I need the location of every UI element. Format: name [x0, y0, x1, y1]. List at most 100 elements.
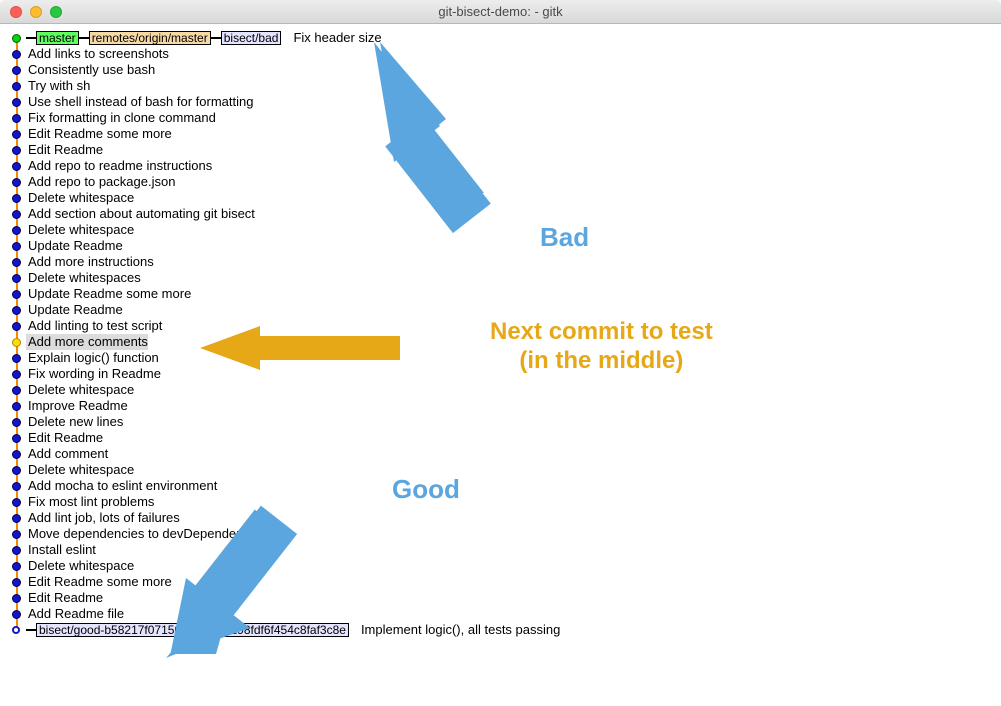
ref-master[interactable]: master — [36, 31, 79, 45]
commit-dot — [12, 418, 21, 427]
minimize-icon[interactable] — [30, 6, 42, 18]
commit-row[interactable]: Fix most lint problems — [0, 494, 1001, 510]
commit-dot — [12, 578, 21, 587]
annotation-bad: Bad — [540, 222, 589, 253]
commit-dot — [12, 226, 21, 235]
commit-dot — [12, 210, 21, 219]
commit-msg: Add more comments — [26, 334, 148, 350]
commit-msg: Add links to screenshots — [26, 46, 169, 62]
commit-msg: Add repo to readme instructions — [26, 158, 212, 174]
commit-msg: Add linting to test script — [26, 318, 162, 334]
commit-msg: Consistently use bash — [26, 62, 155, 78]
commit-msg: Edit Readme — [26, 142, 103, 158]
commit-dot — [12, 450, 21, 459]
traffic-lights — [0, 6, 62, 18]
zoom-icon[interactable] — [50, 6, 62, 18]
commit-msg: Delete whitespace — [26, 382, 134, 398]
commit-msg: Edit Readme some more — [26, 574, 172, 590]
annotation-good: Good — [392, 474, 460, 505]
commit-msg: Explain logic() function — [26, 350, 159, 366]
commit-dot — [12, 466, 21, 475]
arrow-mid-icon — [200, 326, 410, 380]
commit-msg: Update Readme — [26, 302, 123, 318]
commit-row[interactable]: Delete whitespace — [0, 462, 1001, 478]
commit-row[interactable]: Update Readme — [0, 302, 1001, 318]
commit-msg: Try with sh — [26, 78, 90, 94]
ref-remote-master[interactable]: remotes/origin/master — [89, 31, 211, 45]
commit-row[interactable]: Edit Readme some more — [0, 574, 1001, 590]
commit-dot — [12, 386, 21, 395]
commit-msg: Add lint job, lots of failures — [26, 510, 180, 526]
commit-row[interactable]: Edit Readme — [0, 430, 1001, 446]
commit-msg: Use shell instead of bash for formatting — [26, 94, 253, 110]
commit-msg: Install eslint — [26, 542, 96, 558]
commit-dot — [12, 546, 21, 555]
commit-row[interactable]: Add lint job, lots of failures — [0, 510, 1001, 526]
commit-dot — [12, 482, 21, 491]
arrow-bad-icon-2 — [330, 36, 540, 256]
commit-msg: Fix most lint problems — [26, 494, 154, 510]
commit-dot — [12, 530, 21, 539]
ref-bisect-bad[interactable]: bisect/bad — [221, 31, 282, 45]
commit-msg: Delete whitespace — [26, 190, 134, 206]
titlebar: git-bisect-demo: - gitk — [0, 0, 1001, 24]
commit-dot — [12, 322, 21, 331]
commit-dot — [12, 290, 21, 299]
commit-row[interactable]: Improve Readme — [0, 398, 1001, 414]
commit-msg: Add more instructions — [26, 254, 154, 270]
annotation-mid-line2: (in the middle) — [490, 347, 713, 376]
commit-msg: Fix formatting in clone command — [26, 110, 216, 126]
commit-msg: Delete whitespace — [26, 222, 134, 238]
commit-dot — [12, 98, 21, 107]
commit-msg: Delete whitespace — [26, 462, 134, 478]
commit-dot — [12, 594, 21, 603]
commit-dot — [12, 434, 21, 443]
commit-msg: Edit Readme — [26, 590, 103, 606]
commit-dot — [12, 242, 21, 251]
commit-dot — [12, 194, 21, 203]
commit-dot — [12, 274, 21, 283]
arrow-good-icon-2 — [158, 470, 428, 670]
commit-dot — [12, 114, 21, 123]
commit-msg: Add comment — [26, 446, 108, 462]
commit-dot — [12, 610, 21, 619]
gitk-window: git-bisect-demo: - gitk master remotes/o… — [0, 0, 1001, 706]
commit-msg: Edit Readme — [26, 430, 103, 446]
commit-row[interactable]: Add comment — [0, 446, 1001, 462]
commit-row[interactable]: Delete whitespace — [0, 558, 1001, 574]
commit-row[interactable]: Delete whitespace — [0, 382, 1001, 398]
commit-dot — [12, 130, 21, 139]
window-title: git-bisect-demo: - gitk — [0, 4, 1001, 19]
commit-msg: Edit Readme some more — [26, 126, 172, 142]
commit-dot — [12, 146, 21, 155]
commit-row[interactable]: Add mocha to eslint environment — [0, 478, 1001, 494]
commit-msg: Improve Readme — [26, 398, 128, 414]
commit-msg: Delete whitespaces — [26, 270, 141, 286]
commit-msg: Add section about automating git bisect — [26, 206, 255, 222]
commit-dot — [12, 338, 21, 347]
commit-dot — [12, 306, 21, 315]
commit-msg: Update Readme — [26, 238, 123, 254]
commit-dot — [12, 402, 21, 411]
commit-row[interactable]: Add more instructions — [0, 254, 1001, 270]
commit-row[interactable]: Move dependencies to devDependencies — [0, 526, 1001, 542]
commit-row[interactable]: Update Readme some more — [0, 286, 1001, 302]
commit-row[interactable]: Delete whitespaces — [0, 270, 1001, 286]
commit-row[interactable]: Install eslint — [0, 542, 1001, 558]
commit-msg: Delete whitespace — [26, 558, 134, 574]
commit-row-tail[interactable]: bisect/good-b58217f071509f8da9ac298fdf6f… — [0, 622, 1001, 638]
annotation-mid: Next commit to test (in the middle) — [490, 318, 713, 376]
commit-dot — [12, 50, 21, 59]
commit-dot — [12, 162, 21, 171]
commit-dot — [12, 178, 21, 187]
commit-dot — [12, 82, 21, 91]
commit-dot — [12, 370, 21, 379]
commit-dot — [12, 498, 21, 507]
commit-row[interactable]: Delete new lines — [0, 414, 1001, 430]
commit-row[interactable]: Add Readme file — [0, 606, 1001, 622]
close-icon[interactable] — [10, 6, 22, 18]
annotation-mid-line1: Next commit to test — [490, 318, 713, 347]
commit-row[interactable]: Edit Readme — [0, 590, 1001, 606]
commit-dot — [12, 562, 21, 571]
commit-dot-tail — [12, 626, 20, 634]
